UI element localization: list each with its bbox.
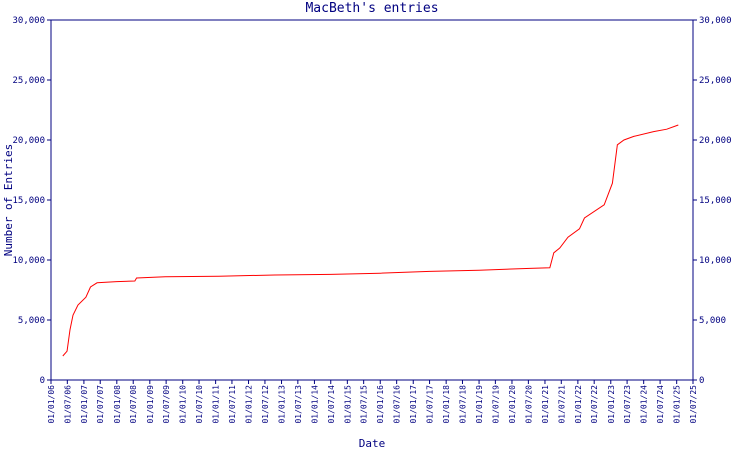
- x-tick-label: 01/01/07: [80, 385, 89, 424]
- data-line: [62, 124, 679, 357]
- x-tick-label: 01/01/18: [442, 385, 451, 424]
- y-tick-label: 20,000: [12, 136, 45, 146]
- y-tick-label: 30,000: [12, 16, 45, 26]
- plot-frame: [50, 19, 694, 381]
- x-tick-label: 01/07/17: [426, 385, 435, 424]
- x-tick-label: 01/07/14: [327, 385, 336, 424]
- x-tick-label: 01/07/11: [228, 385, 237, 424]
- x-tick-label: 01/07/06: [63, 385, 72, 424]
- x-tick-label: 01/07/09: [162, 385, 171, 424]
- x-tick-label: 01/01/16: [376, 385, 385, 424]
- y2-tick-label: 0: [699, 376, 704, 386]
- x-tick-label: 01/01/15: [343, 385, 352, 424]
- x-tick-label: 01/07/13: [294, 385, 303, 424]
- y2-tick-label: 10,000: [699, 256, 732, 266]
- x-tick-label: 01/07/23: [623, 385, 632, 424]
- x-tick-label: 01/01/17: [409, 385, 418, 424]
- x-tick-label: 01/07/15: [360, 385, 369, 424]
- x-tick-label: 01/01/12: [245, 385, 254, 424]
- x-tick-label: 01/01/19: [475, 385, 484, 424]
- x-tick-label: 01/07/18: [458, 385, 467, 424]
- x-tick-label: 01/07/07: [96, 385, 105, 424]
- x-tick-label: 01/01/14: [310, 385, 319, 424]
- x-tick-label: 01/07/20: [524, 385, 533, 424]
- x-tick-label: 01/01/13: [278, 385, 287, 424]
- x-tick-label: 01/07/08: [129, 385, 138, 424]
- x-tick-label: 01/01/10: [179, 385, 188, 424]
- x-tick-label: 01/01/24: [640, 385, 649, 424]
- y-tick-label: 25,000: [12, 76, 45, 86]
- x-tick-label: 01/01/25: [673, 385, 682, 424]
- x-tick-label: 01/01/20: [508, 385, 517, 424]
- x-tick-label: 01/07/16: [393, 385, 402, 424]
- y-tick-label: 5,000: [18, 316, 45, 326]
- x-tick-label: 01/01/21: [541, 385, 550, 424]
- x-tick-label: 01/07/24: [656, 385, 665, 424]
- y-tick-label: 0: [40, 376, 45, 386]
- x-tick-label: 01/01/11: [212, 385, 221, 424]
- x-tick-label: 01/01/08: [113, 385, 122, 424]
- y2-tick-label: 25,000: [699, 76, 732, 86]
- y-axis-label: Number of Entries: [2, 144, 15, 257]
- x-tick-label: 01/07/21: [557, 385, 566, 424]
- x-tick-label: 01/07/19: [491, 385, 500, 424]
- x-axis-label: Date: [359, 437, 386, 450]
- y2-tick-label: 5,000: [699, 316, 726, 326]
- y2-tick-label: 20,000: [699, 136, 732, 146]
- x-tick-label: 01/01/22: [574, 385, 583, 424]
- chart-title: MacBeth's entries: [305, 1, 438, 16]
- x-tick-label: 01/01/06: [47, 385, 56, 424]
- x-tick-label: 01/07/25: [689, 385, 698, 424]
- x-tick-label: 01/07/12: [261, 385, 270, 424]
- y-tick-label: 15,000: [12, 196, 45, 206]
- y-tick-label: 10,000: [12, 256, 45, 266]
- x-tick-label: 01/07/10: [195, 385, 204, 424]
- y2-tick-label: 15,000: [699, 196, 732, 206]
- y2-tick-label: 30,000: [699, 16, 732, 26]
- x-tick-label: 01/01/23: [607, 385, 616, 424]
- x-tick-label: 01/01/09: [146, 385, 155, 424]
- x-tick-label: 01/07/22: [590, 385, 599, 424]
